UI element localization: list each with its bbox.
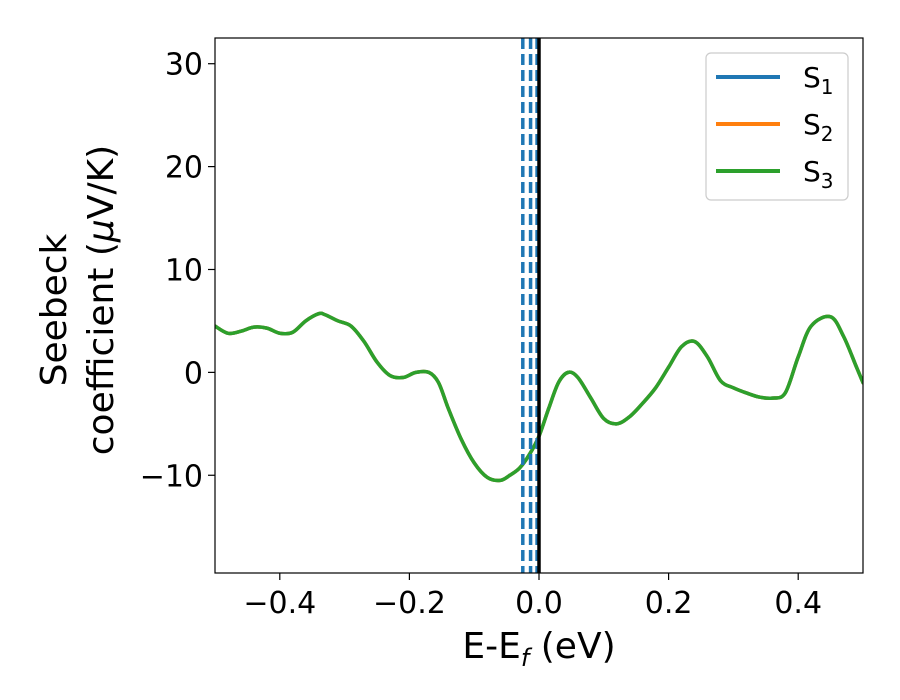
- x-axis-title-main: E-E: [462, 626, 520, 667]
- x-axis-title-suffix: (eV): [529, 626, 615, 667]
- y-axis-title-mu: μ: [81, 219, 122, 243]
- y-tick-label: 30: [165, 48, 203, 83]
- x-tick-label: −0.4: [243, 586, 316, 621]
- x-tick-label: 0.2: [645, 586, 693, 621]
- series-line-s3: [215, 311, 863, 483]
- legend: S1 S2 S3: [705, 52, 849, 201]
- y-axis-ticks: −10 0 10 20 30: [140, 48, 215, 494]
- x-tick-label: −0.2: [373, 586, 446, 621]
- x-tick-label: 0.4: [774, 586, 822, 621]
- y-axis-title-prefix: coefficient (: [81, 242, 122, 455]
- y-tick-label: 0: [184, 356, 203, 391]
- series-layer: [215, 311, 863, 483]
- legend-label-s1: S1: [803, 61, 834, 99]
- legend-label-s2: S2: [803, 108, 834, 146]
- y-axis-title-line2: coefficient (μV/K): [81, 145, 122, 455]
- y-axis-title-line1: Seebeck: [34, 233, 75, 386]
- y-tick-label: 20: [165, 151, 203, 186]
- x-tick-label: 0.0: [515, 586, 563, 621]
- y-tick-label: 10: [165, 253, 203, 288]
- x-axis-title: E-Ef (eV): [462, 626, 615, 672]
- reference-lines: [521, 38, 541, 573]
- y-axis-title-suffix: V/K): [81, 145, 122, 219]
- x-axis-ticks: −0.4 −0.2 0.0 0.2 0.4: [243, 573, 822, 621]
- legend-entries: S1 S2 S3: [716, 61, 834, 193]
- y-tick-label: −10: [140, 459, 203, 494]
- legend-box: [705, 52, 849, 201]
- legend-label-s3: S3: [803, 155, 834, 193]
